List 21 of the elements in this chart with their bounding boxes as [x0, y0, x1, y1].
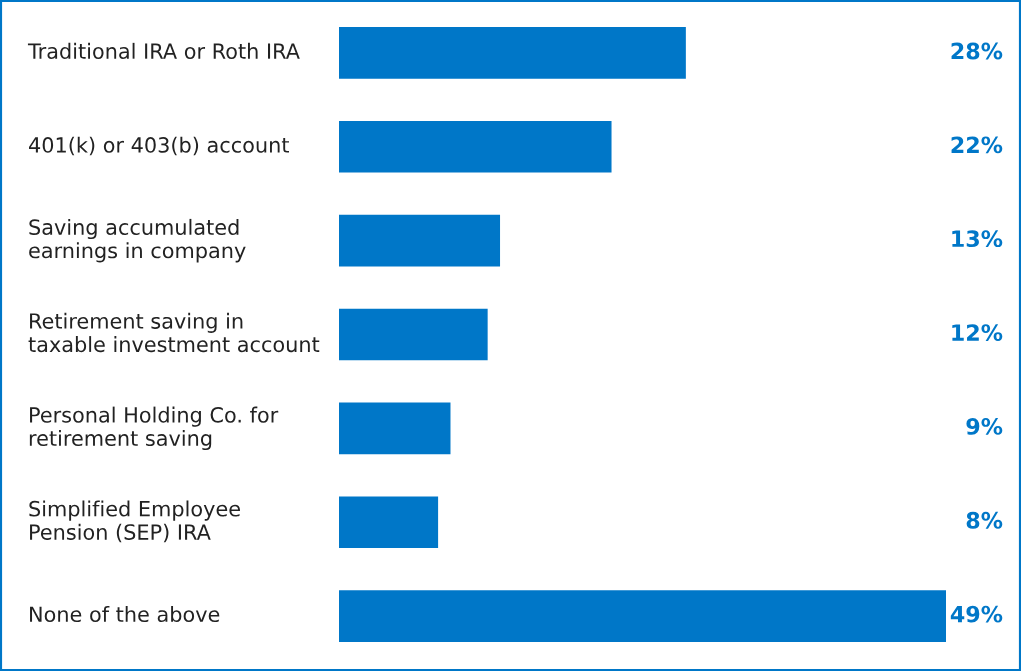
- y-tick-label: 401(k) or 403(b) account: [29, 136, 290, 156]
- data-label: 13%: [952, 230, 1003, 248]
- bar: [339, 402, 451, 455]
- bar: [339, 308, 488, 361]
- y-tick-label: Simplified Employee Pension (SEP) IRA: [29, 500, 240, 543]
- bar: [339, 590, 946, 642]
- y-tick-label: Personal Holding Co. for retirement saving: [29, 406, 279, 451]
- data-label: 12%: [952, 324, 1003, 341]
- y-tick-label: None of the above: [30, 605, 220, 623]
- data-label: 22%: [951, 136, 1003, 154]
- bar: [339, 496, 439, 549]
- y-tick-label: Retirement saving in taxable investment account: [28, 312, 320, 353]
- data-label: 49%: [950, 605, 1003, 623]
- y-tick-label: Saving accumulated earnings in company: [29, 218, 246, 263]
- data-label: 8%: [966, 511, 1003, 529]
- bar: [339, 214, 501, 267]
- y-tick-label: Traditional IRA or Roth IRA: [27, 42, 300, 59]
- data-label: 28%: [951, 42, 1003, 60]
- bar: [339, 27, 686, 79]
- bar: [339, 120, 612, 173]
- data-label: 9%: [966, 418, 1003, 435]
